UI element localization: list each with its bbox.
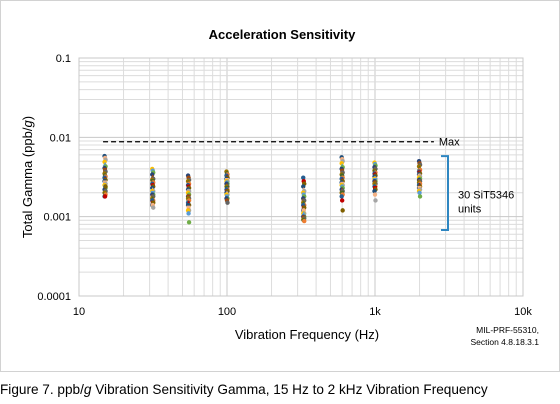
data-point [225, 200, 230, 205]
caption-italic-g: g [83, 382, 92, 397]
bracket-label-line-2: units [458, 204, 482, 216]
data-point [301, 211, 307, 216]
y-tick-labels: 0.1 0.01 0.001 0.0001 [37, 53, 71, 303]
plot-frame [78, 57, 524, 297]
chart-title: Acceleration Sensitivity [209, 27, 356, 42]
y-tick-label: 0.001 [43, 212, 71, 224]
data-point [301, 184, 306, 189]
max-line-group: Max [103, 137, 460, 149]
data-point [186, 211, 191, 216]
units-bracket [441, 155, 449, 231]
x-tick-labels: 10 100 1k 10k [73, 306, 532, 318]
y-axis-label: Total Gamma (ppb/g) [20, 116, 35, 238]
x-tick-label: 10k [514, 306, 532, 318]
data-points [102, 153, 423, 225]
standard-note-line-1: MIL-PRF-55310, [476, 325, 539, 335]
data-point [339, 161, 344, 166]
y-tick-label: 0.1 [56, 53, 71, 65]
x-tick-label: 10 [73, 306, 85, 318]
plot-area-border [78, 57, 524, 297]
standard-note-line-2: Section 4.8.18.3.1 [470, 337, 539, 347]
bracket-label-line-1: 30 SiT5346 [458, 190, 514, 202]
data-point [417, 190, 422, 195]
x-tick-label: 100 [218, 306, 236, 318]
data-point [340, 208, 345, 213]
x-tick-label: 1k [369, 306, 381, 318]
caption-prefix: Figure 7. ppb/ [0, 382, 84, 397]
figure-caption: Figure 7. ppb/g Vibration Sensitivity Ga… [0, 378, 560, 402]
data-point [417, 194, 423, 199]
data-point [102, 194, 108, 199]
y-tick-label: 0.0001 [37, 291, 71, 303]
y-axis-label-part-1: Total Gamma (ppb/ [20, 127, 35, 238]
max-line-label: Max [439, 137, 460, 149]
data-point [339, 198, 345, 203]
data-point [339, 194, 344, 199]
grid-layer [79, 58, 523, 296]
data-point [302, 218, 307, 224]
y-tick-label: 0.01 [50, 132, 71, 144]
data-point [103, 184, 108, 189]
bracket-group: 30 SiT5346 units [441, 155, 514, 231]
acceleration-sensitivity-chart: Acceleration Sensitivity 0.1 0.01 0.001 0.0… [20, 27, 539, 347]
data-point [301, 175, 306, 180]
data-point [186, 220, 192, 225]
data-point [151, 205, 156, 210]
y-axis-label-part-2: g [20, 120, 35, 128]
data-point [372, 188, 377, 194]
data-point [186, 205, 191, 210]
y-axis-label-part-3: ) [20, 116, 35, 120]
data-point [373, 198, 378, 203]
data-point [372, 192, 378, 197]
x-axis-label: Vibration Frequency (Hz) [235, 327, 379, 342]
chart-frame: Acceleration Sensitivity 0.1 0.01 0.001 0.0… [0, 0, 560, 372]
caption-suffix: Vibration Sensitivity Gamma, 15 Hz to 2 … [91, 382, 488, 397]
